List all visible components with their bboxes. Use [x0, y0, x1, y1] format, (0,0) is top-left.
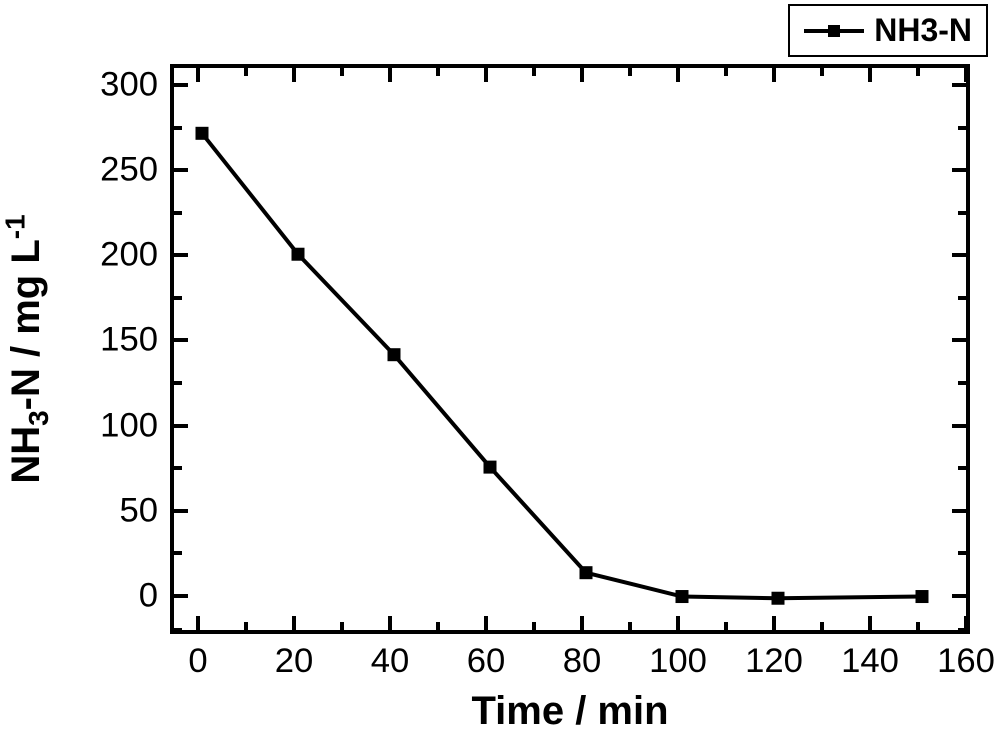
x-tick — [628, 622, 632, 630]
y-tick — [958, 211, 966, 215]
x-tick — [244, 622, 248, 630]
legend-swatch — [804, 21, 864, 41]
y-tick — [174, 211, 182, 215]
y-tick — [174, 296, 182, 300]
x-tick — [388, 616, 392, 630]
x-tick — [580, 616, 584, 630]
x-tick — [964, 68, 968, 82]
y-tick — [958, 381, 966, 385]
x-tick-label: 140 — [841, 642, 899, 681]
y-tick — [958, 296, 966, 300]
series-marker — [388, 348, 401, 361]
x-tick — [484, 68, 488, 82]
x-tick — [916, 68, 920, 76]
x-tick-label: 120 — [745, 642, 803, 681]
plot-area — [170, 64, 970, 634]
y-tick — [952, 83, 966, 87]
x-tick — [436, 622, 440, 630]
y-tick — [174, 628, 182, 632]
y-tick — [958, 628, 966, 632]
x-tick — [820, 622, 824, 630]
x-tick — [292, 616, 296, 630]
y-tick-label: 200 — [100, 236, 158, 275]
y-tick-label: 150 — [100, 321, 158, 360]
x-tick — [532, 68, 536, 76]
x-tick-label: 60 — [467, 642, 506, 681]
y-tick — [952, 168, 966, 172]
y-tick — [952, 424, 966, 428]
y-tick — [952, 253, 966, 257]
y-tick — [174, 253, 188, 257]
x-tick-label: 100 — [649, 642, 707, 681]
x-tick — [484, 616, 488, 630]
x-tick — [724, 622, 728, 630]
y-tick — [174, 551, 182, 555]
legend-marker — [828, 25, 840, 37]
series-marker — [916, 590, 929, 603]
x-tick — [676, 616, 680, 630]
x-tick — [676, 68, 680, 82]
series-marker — [676, 590, 689, 603]
series-marker — [196, 127, 209, 140]
series-marker — [292, 248, 305, 261]
y-tick — [958, 466, 966, 470]
series-marker — [580, 566, 593, 579]
y-tick — [958, 551, 966, 555]
y-tick-label: 300 — [100, 66, 158, 105]
figure: NH3-N Time / min NH3-N / mg L-1 0 20 40 60 8… — [0, 0, 1000, 753]
y-tick-label: 50 — [119, 491, 158, 530]
y-tick — [174, 424, 188, 428]
x-tick — [532, 622, 536, 630]
x-tick — [244, 68, 248, 76]
y-tick — [174, 168, 188, 172]
plot-svg — [178, 72, 970, 634]
x-tick — [916, 622, 920, 630]
y-tick — [952, 338, 966, 342]
x-tick — [628, 68, 632, 76]
x-tick-label: 40 — [371, 642, 410, 681]
x-tick — [340, 622, 344, 630]
legend: NH3-N — [788, 4, 988, 57]
x-tick — [436, 68, 440, 76]
y-tick — [952, 594, 966, 598]
x-tick — [580, 68, 584, 82]
y-tick-label: 0 — [139, 576, 158, 615]
x-tick — [868, 68, 872, 82]
y-tick — [174, 381, 182, 385]
y-axis-label: NH3-N / mg L-1 — [0, 214, 55, 483]
x-tick — [196, 616, 200, 630]
x-tick-label: 20 — [275, 642, 314, 681]
x-axis-label: Time / min — [471, 689, 668, 734]
x-tick-label: 80 — [563, 642, 602, 681]
y-tick — [174, 466, 182, 470]
x-tick — [340, 68, 344, 76]
series-marker — [484, 461, 497, 474]
x-tick — [868, 616, 872, 630]
x-tick — [388, 68, 392, 82]
y-tick — [174, 594, 188, 598]
x-tick-label: 160 — [937, 642, 995, 681]
legend-label: NH3-N — [874, 12, 972, 49]
y-tick — [174, 509, 188, 513]
y-tick — [174, 126, 182, 130]
x-tick — [820, 68, 824, 76]
x-tick — [196, 68, 200, 82]
x-tick — [772, 616, 776, 630]
y-tick-label: 250 — [100, 151, 158, 190]
y-tick — [174, 338, 188, 342]
y-tick — [952, 509, 966, 513]
series-marker — [772, 592, 785, 605]
y-tick-label: 100 — [100, 406, 158, 445]
x-tick — [724, 68, 728, 76]
y-tick — [174, 83, 188, 87]
series-line — [202, 133, 922, 598]
x-tick — [772, 68, 776, 82]
x-tick-label: 0 — [188, 642, 207, 681]
y-tick — [958, 126, 966, 130]
x-tick — [292, 68, 296, 82]
